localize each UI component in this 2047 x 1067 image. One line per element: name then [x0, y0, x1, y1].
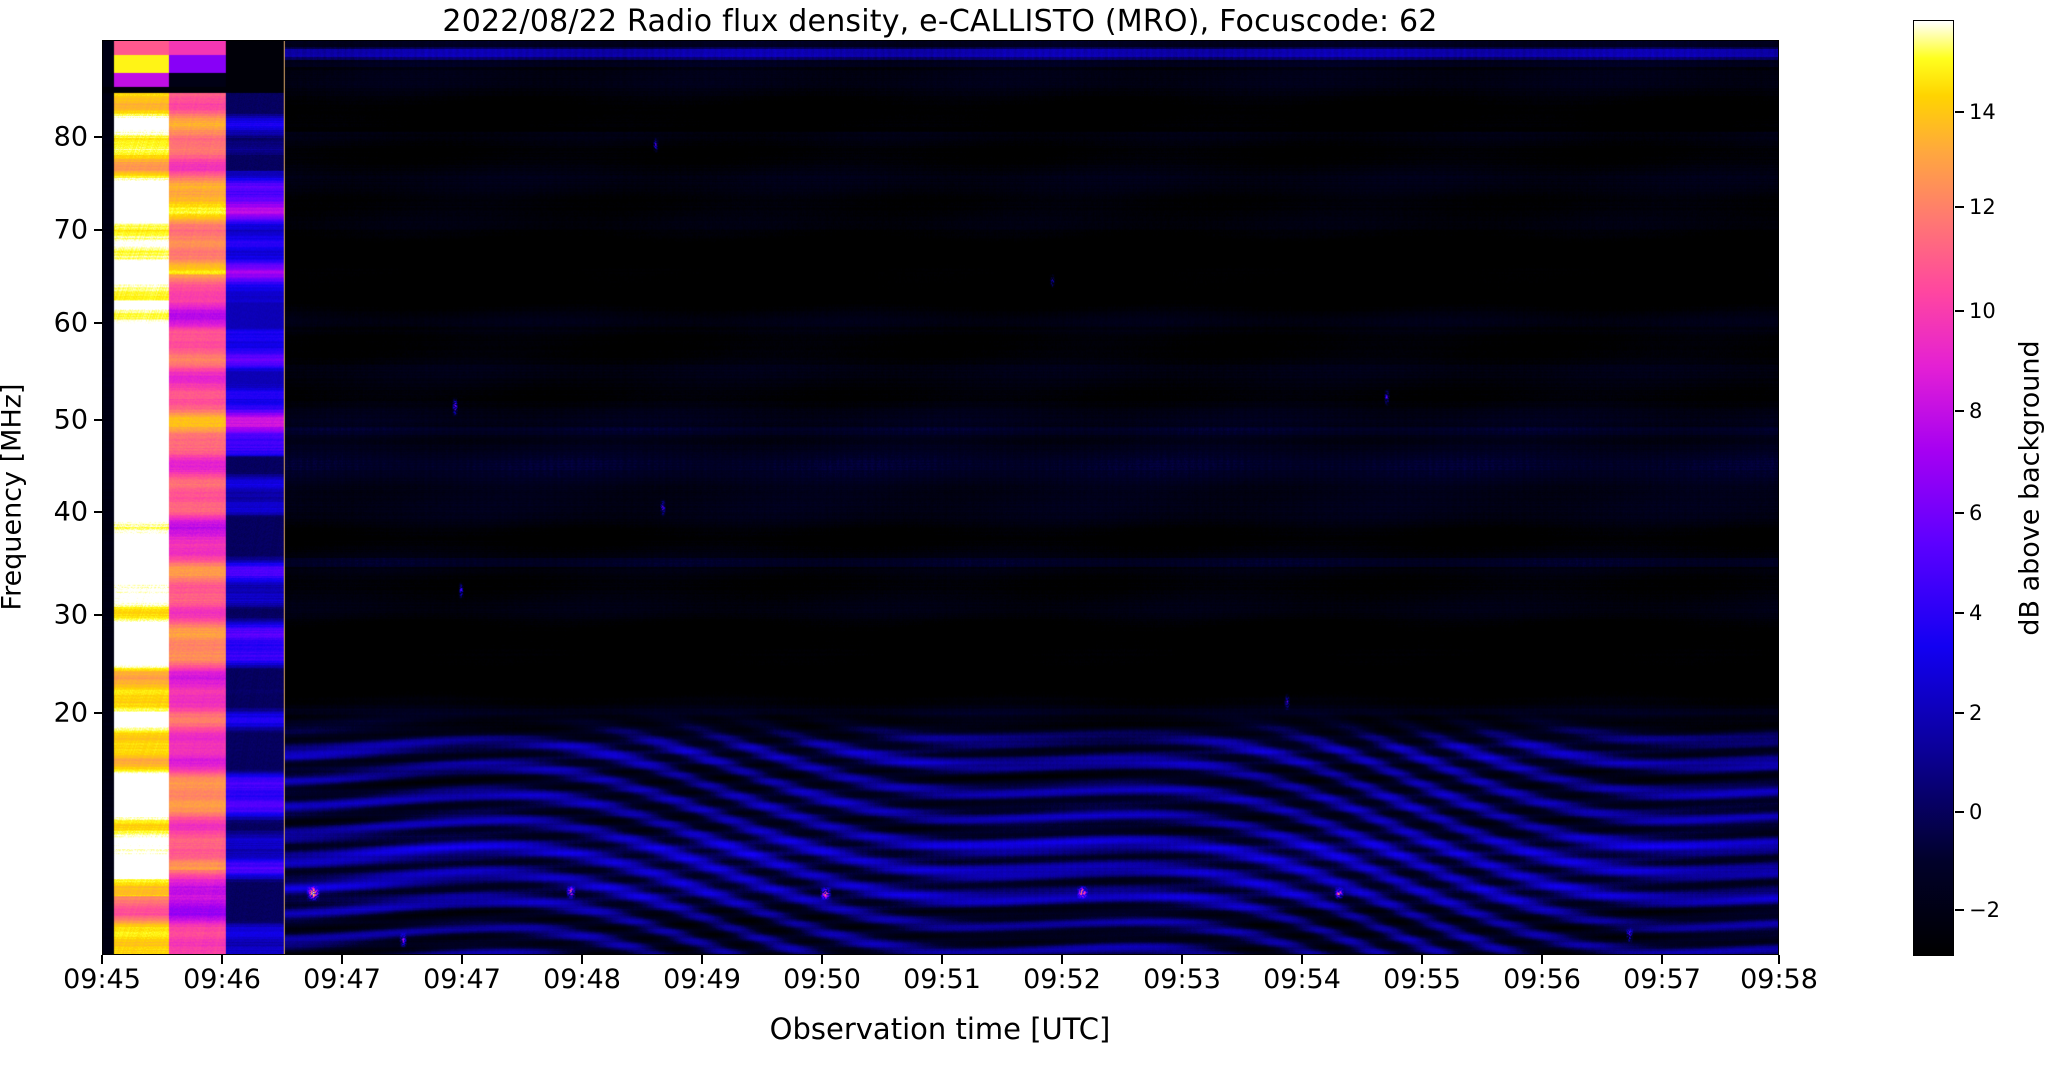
x-tick-mark	[1778, 955, 1780, 964]
x-tick-label: 09:55	[1383, 964, 1461, 995]
colorbar-tick-label: 4	[1969, 601, 1983, 625]
y-tick-label: 50	[53, 404, 88, 436]
colorbar-tick-mark	[1955, 909, 1964, 911]
colorbar-tick-mark	[1955, 310, 1964, 312]
x-tick-mark	[581, 955, 583, 964]
colorbar-tick-mark	[1955, 612, 1964, 614]
x-tick-mark	[1301, 955, 1303, 964]
colorbar-tick-mark	[1955, 811, 1964, 813]
colorbar-tick-mark	[1955, 712, 1964, 714]
colorbar-tick-label: 10	[1969, 299, 1996, 323]
colorbar-tick-label: 12	[1969, 195, 1996, 219]
colorbar-tick-mark	[1955, 410, 1964, 412]
x-tick-mark	[101, 955, 103, 964]
x-tick-mark	[461, 955, 463, 964]
x-tick-label: 09:47	[423, 964, 501, 995]
x-tick-label: 09:57	[1623, 964, 1701, 995]
x-tick-label: 09:45	[63, 964, 141, 995]
colorbar-tick-mark	[1955, 206, 1964, 208]
colorbar-tick-mark	[1955, 512, 1964, 514]
x-tick-mark	[941, 955, 943, 964]
colorbar-tick-label: 2	[1969, 701, 1983, 725]
colorbar	[1913, 20, 1954, 956]
spectrogram-image	[103, 41, 1778, 954]
colorbar-tick-label: 14	[1969, 100, 1996, 124]
x-tick-label: 09:51	[903, 964, 981, 995]
y-axis-label-wrap: Frequency [MHz]	[0, 0, 28, 611]
colorbar-gradient	[1914, 21, 1953, 955]
x-tick-label: 09:53	[1143, 964, 1221, 995]
y-tick-mark	[94, 419, 103, 421]
colorbar-tick-mark	[1955, 111, 1964, 113]
x-tick-mark	[1421, 955, 1423, 964]
colorbar-tick-label: 6	[1969, 501, 1983, 525]
colorbar-tick-label: 8	[1969, 399, 1983, 423]
x-tick-mark	[341, 955, 343, 964]
y-tick-mark	[94, 322, 103, 324]
x-tick-label: 09:52	[1023, 964, 1101, 995]
y-tick-mark	[94, 136, 103, 138]
x-tick-label: 09:47	[303, 964, 381, 995]
x-tick-mark	[701, 955, 703, 964]
colorbar-label: dB above background	[2014, 340, 2046, 636]
y-tick-mark	[94, 614, 103, 616]
y-tick-label: 30	[53, 599, 88, 631]
colorbar-tick-label: −2	[1969, 898, 2000, 922]
y-tick-label: 60	[53, 307, 88, 339]
x-tick-mark	[1661, 955, 1663, 964]
y-tick-label: 70	[53, 214, 88, 246]
x-tick-mark	[1181, 955, 1183, 964]
y-tick-mark	[94, 712, 103, 714]
y-tick-mark	[94, 229, 103, 231]
x-axis-label: Observation time [UTC]	[769, 1012, 1111, 1046]
chart-title: 2022/08/22 Radio flux density, e-CALLIST…	[442, 4, 1438, 39]
y-tick-label: 80	[53, 121, 88, 153]
colorbar-tick-label: 0	[1969, 800, 1983, 824]
x-tick-mark	[821, 955, 823, 964]
x-tick-label: 09:48	[543, 964, 621, 995]
x-tick-label: 09:58	[1740, 964, 1818, 995]
x-tick-label: 09:50	[783, 964, 861, 995]
spectrogram-plot-area	[102, 40, 1779, 955]
y-tick-mark	[94, 511, 103, 513]
x-tick-mark	[1061, 955, 1063, 964]
x-tick-label: 09:56	[1503, 964, 1581, 995]
x-tick-label: 09:54	[1263, 964, 1341, 995]
x-tick-label: 09:49	[663, 964, 741, 995]
y-tick-label: 20	[53, 697, 88, 729]
x-tick-label: 09:46	[183, 964, 261, 995]
x-tick-mark	[1541, 955, 1543, 964]
y-axis-label: Frequency [MHz]	[0, 383, 28, 611]
x-tick-mark	[221, 955, 223, 964]
y-tick-label: 40	[53, 496, 88, 528]
